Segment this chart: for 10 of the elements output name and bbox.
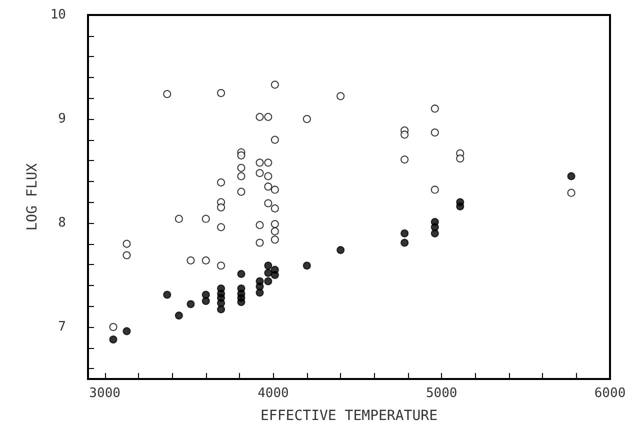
y-tick-label: 10 [50,8,66,22]
x-tick-label: 3000 [89,386,120,401]
x-tick-label: 5000 [426,386,458,401]
y-axis-title: LOG FLUX [24,162,40,231]
x-tick-label: 4000 [258,386,289,401]
y-tick-label: 9 [58,112,66,126]
x-tick-label: 6000 [594,386,626,401]
x-axis-title: EFFECTIVE TEMPERATURE [260,408,438,424]
y-tick-label: 8 [58,216,66,230]
y-tick-label: 7 [58,320,66,334]
